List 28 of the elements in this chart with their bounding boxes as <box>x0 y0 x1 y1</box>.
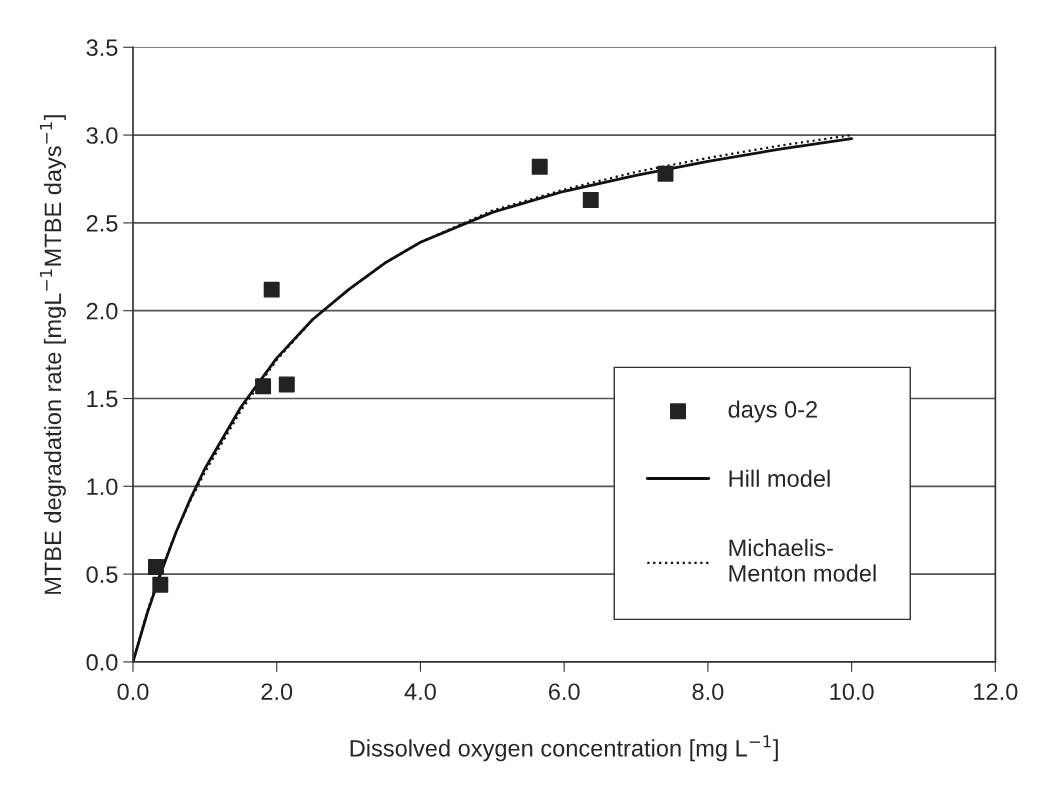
point <box>263 281 280 298</box>
y-tick-label: 1.0 <box>87 478 118 496</box>
y-tick-label: 2.0 <box>86 302 118 320</box>
y-axis-title: MTBE degradation rate [mgL$^{−1}$MTBE days$^{−1}$] <box>39 115 66 594</box>
x-tick-label: 8.0 <box>692 683 724 701</box>
point <box>148 559 164 576</box>
y-tick-label: 0.5 <box>86 566 118 583</box>
x-tick-label: 2.0 <box>261 683 293 701</box>
x-tick-label: 10.0 <box>830 683 874 701</box>
point <box>582 192 599 209</box>
x-tick-label: 12.0 <box>974 683 1018 701</box>
legend-label: Hill model <box>729 469 830 487</box>
y-tick-label: 1.5 <box>87 390 118 408</box>
y-tick-label: 0.0 <box>86 653 118 671</box>
x-tick-label: 6.0 <box>548 683 580 701</box>
y-tick-label: 2.5 <box>86 214 118 232</box>
point <box>255 378 272 395</box>
x-tick-label: 4.0 <box>404 683 436 701</box>
point <box>278 376 295 393</box>
point <box>657 165 674 182</box>
point <box>152 576 169 593</box>
x-tick-label: 0.0 <box>117 683 149 701</box>
legend-label: Michaelis- Menton model <box>729 538 876 582</box>
x-axis-title: Dissolved oxygen concentration [mg L$^{−1}$] <box>350 735 778 762</box>
legend-label: days 0-2 <box>728 400 817 423</box>
point <box>531 158 548 175</box>
y-tick-label: 3.0 <box>86 127 118 144</box>
y-tick-label: 3.5 <box>86 39 118 57</box>
